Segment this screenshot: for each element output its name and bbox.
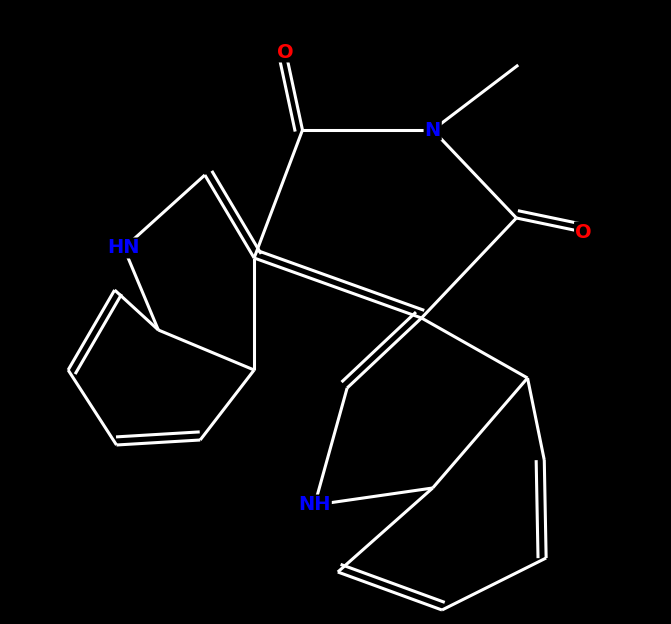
Text: HN: HN bbox=[107, 238, 140, 258]
Text: O: O bbox=[277, 42, 294, 62]
Text: N: N bbox=[425, 120, 441, 140]
Text: NH: NH bbox=[299, 495, 331, 515]
Text: O: O bbox=[575, 223, 592, 241]
